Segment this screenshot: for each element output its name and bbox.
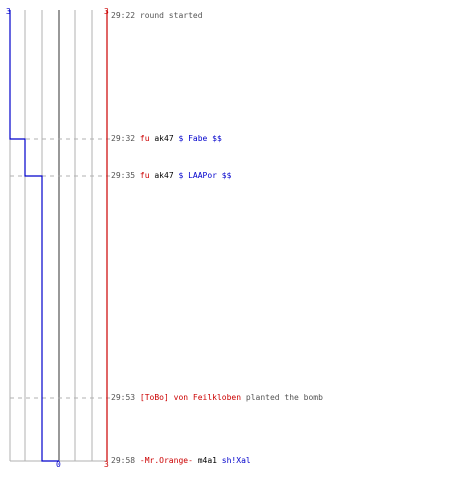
- log-row: 29:58 -Mr.Orange- m4a1 sh!Xal: [111, 456, 251, 466]
- log-segment: [ToBo] von Feilkloben: [139, 393, 242, 402]
- log-segment: fu: [139, 171, 150, 180]
- log-row: 29:32 fu ak47 $ Fabe $$: [111, 134, 222, 144]
- series-team-a-line: [9, 10, 59, 462]
- log-row: 29:22 round started: [111, 11, 203, 21]
- log-time: 29:35: [111, 171, 140, 180]
- log-segment: $ LAAPor $$: [178, 171, 232, 180]
- log-segment: ak47: [149, 134, 179, 143]
- log-time: 29:53: [111, 393, 140, 402]
- log-segment: $ Fabe $$: [178, 134, 222, 143]
- log-segment: fu: [139, 134, 150, 143]
- log-segment: planted the bomb: [241, 393, 323, 402]
- log-segment: m4a1: [192, 456, 222, 465]
- tick-label-bottom-center: 0: [56, 460, 61, 469]
- tick-label-top-left: 3: [6, 7, 11, 16]
- log-segment: sh!Xal: [221, 456, 251, 465]
- log-time: 29:32: [111, 134, 140, 143]
- tick-label-top-right: 3: [104, 7, 109, 16]
- log-time: 29:58: [111, 456, 140, 465]
- tick-label-bottom-right: 3: [104, 460, 109, 469]
- log-segment: -Mr.Orange-: [139, 456, 193, 465]
- log-segment: round started: [139, 11, 203, 20]
- log-row: 29:53 [ToBo] von Feilkloben planted the …: [111, 393, 323, 403]
- log-row: 29:35 fu ak47 $ LAAPor $$: [111, 171, 231, 181]
- log-segment: ak47: [149, 171, 179, 180]
- log-time: 29:22: [111, 11, 140, 20]
